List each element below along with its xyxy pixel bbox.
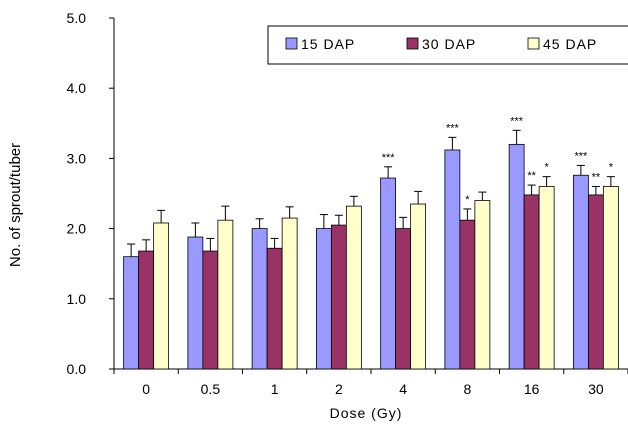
legend-label: 30 DAP bbox=[422, 36, 476, 52]
significance-label: *** bbox=[574, 150, 588, 162]
y-tick-label: 2.0 bbox=[67, 221, 87, 237]
significance-label: * bbox=[465, 194, 470, 206]
bar bbox=[138, 250, 155, 370]
x-tick-label: 2 bbox=[335, 381, 343, 397]
legend: 15 DAP 30 DAP 45 DAP bbox=[267, 25, 628, 65]
y-tick-label: 3.0 bbox=[67, 150, 87, 166]
bar bbox=[281, 217, 298, 370]
legend-swatch bbox=[285, 37, 298, 50]
y-tick-label: 0.0 bbox=[67, 361, 87, 377]
y-tick-label: 4.0 bbox=[67, 80, 87, 96]
bar bbox=[523, 194, 540, 370]
bar bbox=[202, 250, 219, 370]
significance-label: *** bbox=[446, 122, 460, 134]
significance-label: ** bbox=[527, 170, 536, 182]
legend-box bbox=[267, 25, 628, 65]
y-axis-label: No. of sprout/tuber bbox=[7, 143, 24, 267]
bar bbox=[474, 200, 491, 370]
significance-label: *** bbox=[382, 152, 396, 164]
y-tick-label: 1.0 bbox=[67, 291, 87, 307]
significance-label: * bbox=[609, 162, 614, 174]
bar bbox=[345, 205, 362, 370]
x-tick-label: 0 bbox=[142, 381, 150, 397]
x-tick-label: 0.5 bbox=[201, 381, 221, 397]
bar bbox=[315, 228, 332, 370]
legend-swatch bbox=[406, 37, 419, 50]
bar bbox=[153, 222, 170, 370]
bar bbox=[395, 228, 412, 370]
legend-label: 15 DAP bbox=[301, 36, 355, 52]
x-tick-label: 4 bbox=[399, 381, 407, 397]
bar bbox=[410, 203, 427, 370]
significance-label: ** bbox=[592, 171, 601, 183]
bar bbox=[508, 143, 525, 370]
x-axis-label: Dose (Gy) bbox=[330, 405, 403, 421]
bar bbox=[251, 228, 268, 370]
bar bbox=[187, 236, 204, 370]
bar bbox=[538, 186, 555, 370]
bar bbox=[330, 224, 347, 370]
x-tick-label: 1 bbox=[271, 381, 279, 397]
x-tick-label: 8 bbox=[463, 381, 471, 397]
bar bbox=[444, 149, 461, 370]
bar bbox=[602, 186, 619, 370]
bar bbox=[217, 219, 234, 370]
y-tick-label: 5.0 bbox=[67, 10, 87, 26]
plot-area: 0.01.02.03.04.05.00 0.5 1 2 4***8****16*****… bbox=[67, 10, 628, 397]
significance-label: *** bbox=[510, 115, 524, 127]
significance-label: * bbox=[544, 162, 549, 174]
bar bbox=[572, 174, 589, 370]
bar bbox=[587, 194, 604, 370]
legend-swatch bbox=[527, 37, 540, 50]
bar bbox=[266, 247, 283, 370]
bar bbox=[459, 219, 476, 370]
bar bbox=[123, 256, 140, 370]
bar bbox=[380, 177, 397, 370]
x-tick-label: 30 bbox=[588, 381, 604, 397]
x-tick-label: 16 bbox=[524, 381, 540, 397]
legend-label: 45 DAP bbox=[543, 36, 597, 52]
